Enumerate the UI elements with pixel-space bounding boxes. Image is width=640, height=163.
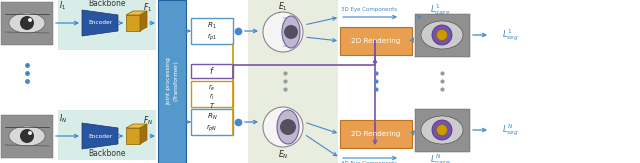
Polygon shape <box>82 123 118 149</box>
Polygon shape <box>140 11 147 31</box>
Text: 2D Rendering: 2D Rendering <box>351 38 401 44</box>
Text: Backbone: Backbone <box>88 0 125 7</box>
Text: $F_1$: $F_1$ <box>143 2 152 14</box>
Bar <box>58 110 156 160</box>
Text: $E_N$: $E_N$ <box>278 149 289 161</box>
Text: $r_{p1}$: $r_{p1}$ <box>207 31 218 43</box>
Text: Encoder: Encoder <box>88 133 112 139</box>
Circle shape <box>436 30 447 40</box>
Text: $L^1_{seg}$: $L^1_{seg}$ <box>502 27 518 43</box>
Text: $I_1$: $I_1$ <box>59 0 66 12</box>
Bar <box>1 2 53 45</box>
Text: $r_i$: $r_i$ <box>209 92 215 102</box>
Polygon shape <box>126 15 140 31</box>
Text: $R_1$: $R_1$ <box>207 21 217 31</box>
Text: $L^N_{gaze}$: $L^N_{gaze}$ <box>430 152 450 163</box>
Text: Backbone: Backbone <box>88 148 125 157</box>
Bar <box>248 0 338 163</box>
Text: $I_N$: $I_N$ <box>59 113 67 125</box>
Bar <box>158 0 186 163</box>
Ellipse shape <box>9 13 45 33</box>
Text: $r_{pN}$: $r_{pN}$ <box>206 122 218 134</box>
Polygon shape <box>126 11 147 15</box>
Text: Joint processing
(Transformer): Joint processing (Transformer) <box>166 57 178 105</box>
Text: 2D Rendering: 2D Rendering <box>351 131 401 137</box>
Bar <box>415 14 470 57</box>
Circle shape <box>20 16 34 30</box>
Text: $L^N_{seg}$: $L^N_{seg}$ <box>502 122 518 138</box>
Circle shape <box>263 12 303 52</box>
Bar <box>340 27 412 55</box>
Text: $T$: $T$ <box>209 102 215 111</box>
Circle shape <box>284 25 298 39</box>
Polygon shape <box>126 124 147 128</box>
Circle shape <box>20 129 34 143</box>
Circle shape <box>432 120 452 140</box>
Bar <box>191 81 233 107</box>
Ellipse shape <box>9 126 45 146</box>
Bar <box>340 120 412 148</box>
Text: $r_e$: $r_e$ <box>208 83 216 93</box>
Ellipse shape <box>421 116 463 144</box>
Circle shape <box>436 125 447 135</box>
Circle shape <box>263 107 303 147</box>
Text: $R_N$: $R_N$ <box>207 112 218 122</box>
Text: 3D Eye Components: 3D Eye Components <box>341 161 397 163</box>
Text: Encoder: Encoder <box>88 21 112 25</box>
Text: $L^1_{gaze}$: $L^1_{gaze}$ <box>430 2 450 18</box>
Bar <box>191 18 233 44</box>
Ellipse shape <box>421 21 463 49</box>
Bar <box>415 109 470 152</box>
Bar <box>191 109 233 135</box>
Polygon shape <box>82 10 118 36</box>
Text: $F_N$: $F_N$ <box>143 115 153 127</box>
Bar <box>58 0 156 50</box>
Polygon shape <box>126 128 140 144</box>
Ellipse shape <box>282 16 300 48</box>
Circle shape <box>28 18 32 22</box>
Text: $f$: $f$ <box>209 66 215 76</box>
Text: 3D Eye Components: 3D Eye Components <box>341 7 397 13</box>
Bar <box>1 115 53 158</box>
Text: $E_1$: $E_1$ <box>278 1 288 13</box>
Circle shape <box>28 131 32 135</box>
Circle shape <box>280 119 296 135</box>
Circle shape <box>432 25 452 45</box>
Polygon shape <box>140 124 147 144</box>
Bar <box>191 64 233 78</box>
Ellipse shape <box>277 110 299 144</box>
